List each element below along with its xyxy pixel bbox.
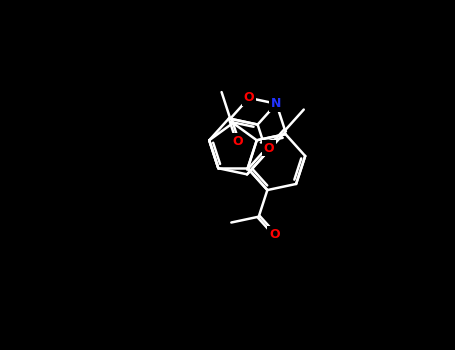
Text: O: O <box>269 228 280 241</box>
Text: O: O <box>244 91 254 104</box>
Text: N: N <box>271 97 282 110</box>
Text: O: O <box>233 135 243 148</box>
Text: O: O <box>264 141 274 155</box>
